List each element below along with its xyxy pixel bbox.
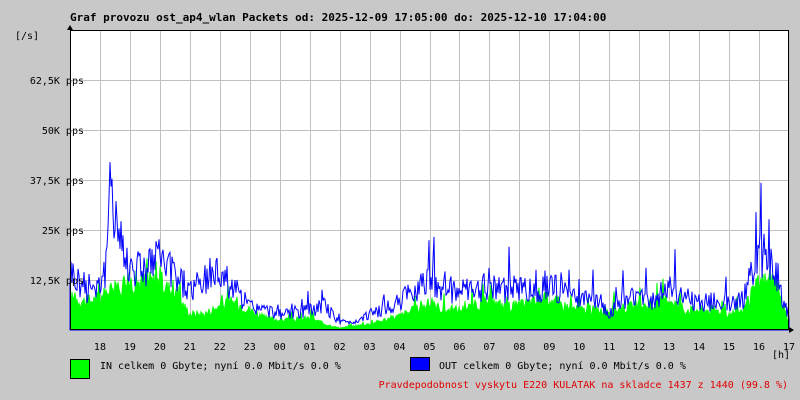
x-tick-label: 13 xyxy=(663,342,675,353)
x-tick-label: 18 xyxy=(94,342,106,353)
x-tick-label: 15 xyxy=(723,342,735,353)
plot-frame xyxy=(70,30,789,330)
x-axis-arrow xyxy=(789,327,794,333)
x-tick-label: 05 xyxy=(423,342,435,353)
x-tick-label: 21 xyxy=(184,342,196,353)
x-tick-label: 23 xyxy=(244,342,256,353)
x-tick-label: 09 xyxy=(543,342,555,353)
x-axis-unit: [h] xyxy=(772,350,791,361)
x-tick-label: 08 xyxy=(513,342,525,353)
y-tick-label: 25K pps xyxy=(42,226,84,237)
chart-title: Graf provozu ost_ap4_wlan Packets od: 20… xyxy=(70,11,607,24)
x-tick-label: 22 xyxy=(214,342,226,353)
x-tick-label: 01 xyxy=(304,342,316,353)
x-tick-label: 17 xyxy=(783,342,795,353)
legend-in-swatch xyxy=(70,359,90,379)
x-tick-label: 00 xyxy=(274,342,286,353)
y-tick-label: 62,5K pps xyxy=(30,76,84,87)
x-tick-label: 19 xyxy=(124,342,136,353)
series-in xyxy=(69,258,790,331)
y-axis-arrow xyxy=(67,25,73,30)
x-tick-label: 16 xyxy=(753,342,765,353)
y-tick-label: 12,5K pps xyxy=(30,276,84,287)
legend-out-swatch xyxy=(410,357,430,371)
x-tick-label: 03 xyxy=(364,342,376,353)
legend-out-text: OUT celkem 0 Gbyte; nyní 0.0 Mbit/s 0.0 … xyxy=(439,361,686,372)
series-out xyxy=(69,162,790,331)
x-tick-label: 11 xyxy=(603,342,615,353)
x-tick-label: 07 xyxy=(483,342,495,353)
x-tick-label: 06 xyxy=(453,342,465,353)
x-tick-label: 12 xyxy=(633,342,645,353)
legend-in-text: IN celkem 0 Gbyte; nyní 0.0 Mbit/s 0.0 % xyxy=(100,361,341,372)
probability-notice: Pravdepodobnost vyskytu E220 KULATAK na … xyxy=(378,380,788,391)
x-tick-label: 04 xyxy=(394,342,406,353)
x-tick-label: 02 xyxy=(334,342,346,353)
x-tick-label: 20 xyxy=(154,342,166,353)
x-tick-label: 10 xyxy=(573,342,585,353)
y-axis-unit: [/s] xyxy=(15,31,40,42)
y-tick-label: 50K pps xyxy=(42,126,84,137)
x-tick-label: 14 xyxy=(693,342,705,353)
y-tick-label: 37,5K pps xyxy=(30,176,84,187)
